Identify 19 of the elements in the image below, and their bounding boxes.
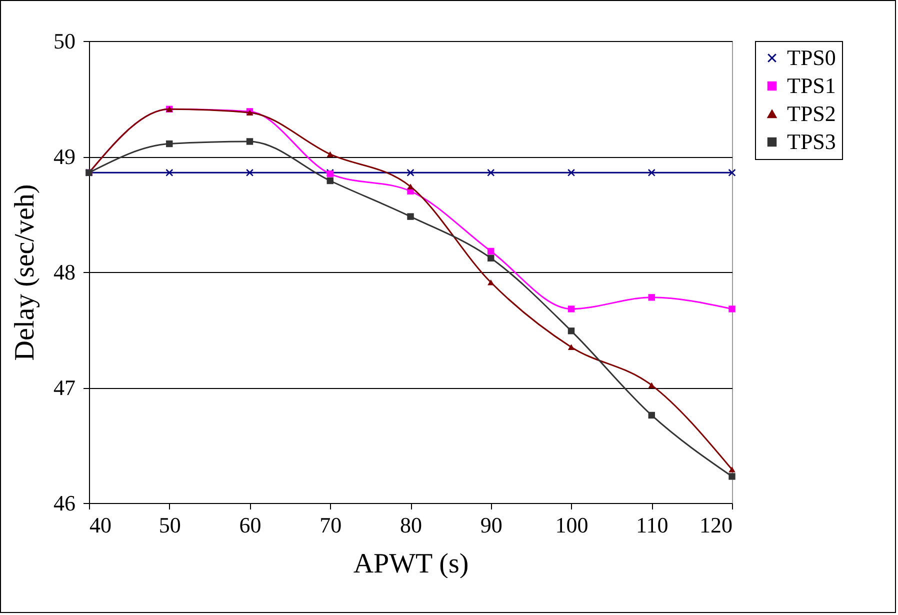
x-tick-label: 100 (555, 512, 588, 538)
x-tick-label: 70 (320, 512, 342, 538)
legend-label: TPS3 (787, 129, 836, 154)
y-tick-label: 47 (54, 375, 76, 400)
x-tick-label: 120 (700, 512, 732, 538)
y-axis-title: Delay (sec/veh) (10, 184, 40, 361)
y-tick-label: 46 (54, 490, 76, 516)
x-tick-label: 90 (480, 512, 502, 538)
x-tick-label: 50 (158, 512, 181, 538)
y-tick-label: 50 (54, 28, 76, 54)
legend-label: TPS2 (787, 101, 836, 126)
legend-label: TPS0 (787, 45, 836, 70)
x-tick-label: 60 (239, 512, 262, 538)
x-tick-label: 80 (400, 512, 422, 538)
legend-label: TPS1 (787, 73, 836, 98)
x-tick-label: 110 (636, 512, 668, 538)
y-tick-label: 49 (54, 144, 76, 169)
y-tick-label: 48 (54, 260, 76, 284)
x-tick-label: 40 (90, 512, 112, 538)
